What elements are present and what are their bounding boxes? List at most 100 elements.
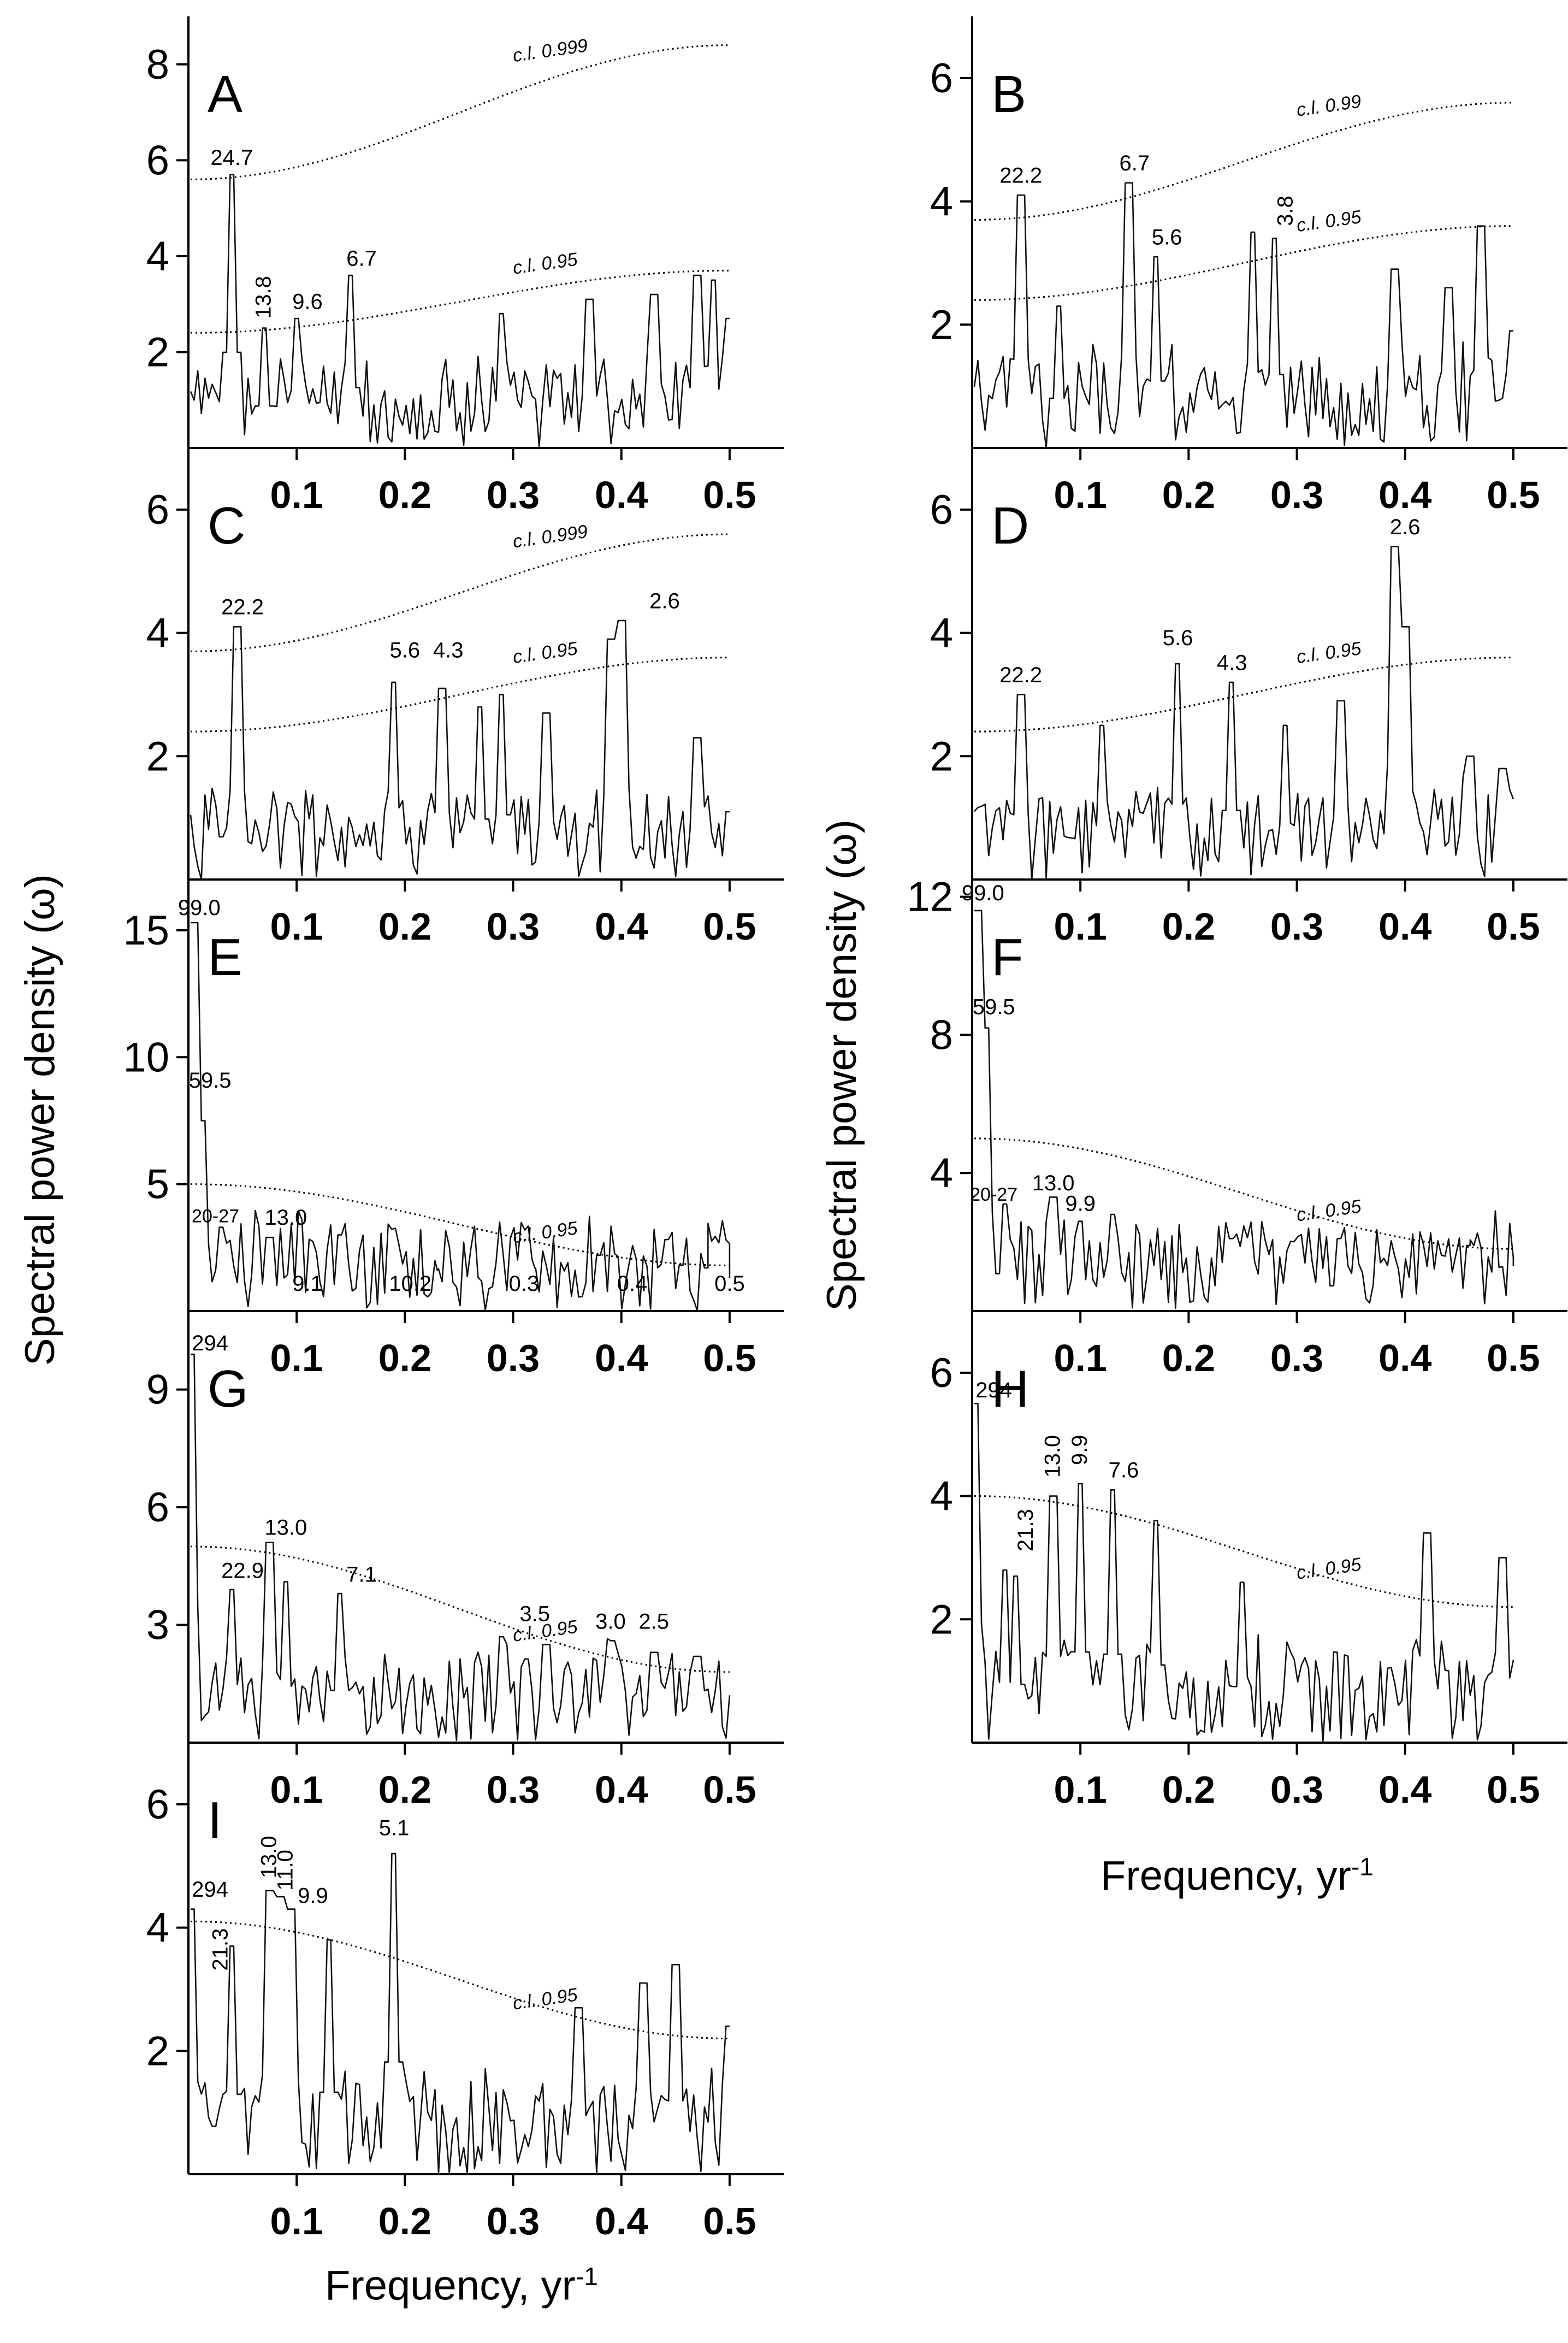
y-tick-label-c-0: 2 [146,733,169,780]
x-tick-label-e-0: 0.1 [270,1337,323,1379]
y-tick-label-g-2: 9 [146,1367,169,1413]
x-tick-label-h-1: 0.2 [1162,1768,1215,1811]
x-tick-label-a-1: 0.2 [378,474,431,516]
y-tick-label-f-2: 12 [907,874,953,920]
confidence-curve-e-0 [190,1183,730,1266]
x-tick-label-c-4: 0.5 [703,905,756,948]
y-tick-label-i-1: 4 [146,1905,169,1951]
y-tick-label-d-0: 2 [930,733,953,780]
x-tick-label-h-4: 0.5 [1487,1768,1540,1811]
x-tick-label-f-1: 0.2 [1162,1337,1215,1379]
peak-label-h-0: 294 [975,1378,1012,1402]
spectrum-line-g [191,1353,731,1742]
x-axis-label-right-exp: -1 [1351,1852,1374,1881]
x-tick-label-d-0: 0.1 [1054,905,1107,948]
spectrum-line-d [974,546,1514,881]
peak-label-e-1: 59.5 [189,1069,232,1093]
peak-label-c-0: 22.2 [221,595,264,619]
x-tick-label-b-1: 0.2 [1162,474,1215,516]
spectrum-line-a [190,174,730,447]
peak-label-a-3: 6.7 [346,246,377,270]
confidence-curve-b-1 [974,225,1513,301]
confidence-label-h-0: c.l. 0.95 [1295,1554,1362,1584]
x-tick-label-i-0: 0.1 [270,2200,323,2242]
y-tick-label-d-1: 4 [930,610,953,657]
peak-label-g-6: 2.5 [638,1610,669,1634]
peak-label-a-2: 9.6 [292,290,323,314]
y-tick-label-h-0: 2 [930,1596,953,1643]
y-tick-label-b-1: 4 [930,179,953,225]
y-tick-label-h-1: 4 [930,1473,953,1520]
x-axis-label-bottom: Frequency, yr-1 [325,2262,598,2309]
peak-label-e-7: 0.4 [617,1272,648,1296]
confidence-label-c-1: c.l. 0.95 [511,638,578,668]
x-tick-label-g-1: 0.2 [378,1768,431,1811]
peak-label-i-1: 21.3 [208,1928,232,1971]
y-tick-label-h-2: 6 [930,1350,953,1396]
x-tick-label-a-4: 0.5 [703,474,756,516]
x-tick-label-a-0: 0.1 [270,474,323,516]
y-axis-label-left: Spectral power density (ω) [17,874,63,1366]
peak-label-i-3: 11.0 [273,1850,297,1891]
peak-label-a-1: 13.8 [252,276,276,318]
peak-label-a-0: 24.7 [210,146,253,170]
x-tick-label-d-1: 0.2 [1162,905,1215,948]
x-tick-label-c-2: 0.3 [487,905,540,948]
x-tick-label-i-4: 0.5 [703,2200,756,2242]
y-tick-label-i-2: 6 [146,1781,169,1828]
x-tick-label-g-2: 0.3 [487,1768,540,1811]
spectrum-line-e [191,922,731,1312]
confidence-label-b-1: c.l. 0.95 [1295,206,1362,236]
peak-label-f-1: 59.5 [973,995,1015,1019]
peak-label-e-2: 20-27 [192,1206,239,1226]
x-tick-label-b-2: 0.3 [1270,474,1323,516]
peak-label-i-5: 5.1 [379,1816,410,1840]
confidence-label-d-0: c.l. 0.95 [1295,638,1362,668]
spectrum-line-b [973,182,1513,448]
peak-label-e-6: 0.3 [509,1272,540,1296]
confidence-curve-c-1 [191,657,730,733]
peak-label-d-1: 5.6 [1163,626,1193,650]
y-tick-label-d-2: 6 [930,487,953,533]
confidence-curve-b-0 [974,102,1513,221]
y-tick-label-a-1: 4 [146,233,169,280]
confidence-label-i-0: c.l. 0.95 [511,1985,578,2014]
panel-letter-c: C [208,497,245,555]
confidence-label-a-1: c.l. 0.95 [511,249,578,279]
spectrum-line-i [191,1852,730,2174]
x-tick-label-e-2: 0.3 [487,1337,540,1379]
peak-label-e-3: 13.0 [264,1206,307,1230]
panel-letter-b: B [991,65,1026,123]
confidence-curve-d-0 [974,657,1513,733]
x-tick-label-h-2: 0.3 [1270,1768,1323,1811]
peak-label-e-0: 99.0 [178,896,221,920]
peak-label-h-1: 21.3 [1014,1509,1038,1551]
y-tick-label-a-2: 6 [146,137,169,184]
x-axis-label-right-text: Frequency, yr [1100,1852,1351,1899]
spectrum-line-f [974,910,1514,1309]
peak-label-f-2: 20-27 [970,1184,1017,1205]
y-tick-label-g-0: 3 [146,1602,169,1649]
panel-letter-i: I [208,1791,222,1850]
peak-label-d-0: 22.2 [999,663,1042,687]
x-tick-label-i-3: 0.4 [595,2200,648,2242]
x-tick-label-f-3: 0.4 [1378,1337,1431,1379]
peak-label-h-4: 7.6 [1109,1459,1139,1483]
x-tick-label-e-1: 0.2 [378,1337,431,1379]
y-tick-label-f-1: 8 [930,1012,953,1058]
peak-label-b-0: 22.2 [999,164,1042,188]
peak-label-b-3: 3.8 [1274,196,1298,226]
y-tick-label-a-3: 8 [146,42,169,88]
x-axis-label-right: Frequency, yr-1 [1100,1852,1374,1899]
y-tick-label-c-2: 6 [146,487,169,533]
y-tick-label-b-2: 6 [930,55,953,102]
x-tick-label-d-3: 0.4 [1378,905,1431,948]
confidence-curve-a-1 [191,269,730,334]
x-tick-label-g-0: 0.1 [270,1768,323,1811]
x-tick-label-g-4: 0.5 [703,1768,756,1811]
confidence-label-f-0: c.l. 0.95 [1295,1196,1362,1225]
panel-letter-g: G [208,1360,248,1418]
y-tick-label-f-0: 4 [930,1150,953,1196]
